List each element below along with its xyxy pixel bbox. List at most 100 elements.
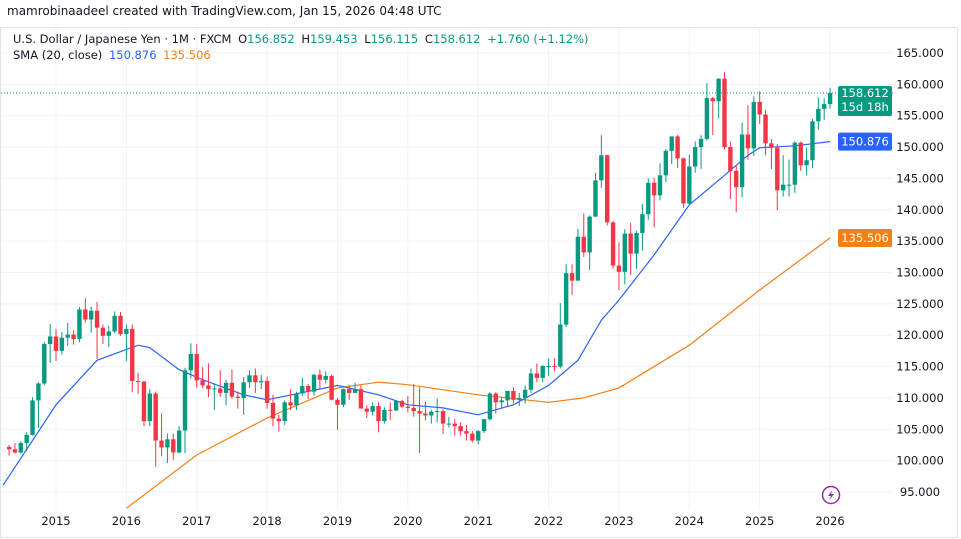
candle-down bbox=[376, 402, 381, 433]
candle-body bbox=[188, 354, 194, 371]
candle-up bbox=[716, 78, 721, 119]
candle-body bbox=[775, 147, 780, 191]
candle-body bbox=[429, 411, 434, 416]
candle-body bbox=[30, 400, 35, 435]
candle-up bbox=[634, 231, 639, 269]
candle-body bbox=[622, 233, 628, 272]
chart-credit: mamrobinaadeel created with TradingView.… bbox=[7, 4, 442, 18]
candle-body bbox=[147, 393, 153, 422]
sma1-price-tag-text: 150.876 bbox=[841, 135, 889, 149]
candle-up bbox=[481, 418, 487, 434]
candle-body bbox=[481, 419, 487, 432]
candle-body bbox=[53, 336, 59, 351]
sma-20-line bbox=[2, 141, 831, 486]
candle-down bbox=[675, 135, 680, 168]
candle-body bbox=[616, 265, 622, 272]
candle-body bbox=[405, 406, 411, 408]
candle-down bbox=[710, 96, 715, 136]
candle-down bbox=[53, 328, 59, 361]
candle-body bbox=[382, 409, 387, 422]
candle-down bbox=[569, 264, 575, 296]
candle-up bbox=[810, 118, 815, 169]
candle-body bbox=[434, 411, 440, 413]
candle-up bbox=[816, 97, 821, 130]
candle-body bbox=[734, 170, 739, 188]
x-tick-label: 2017 bbox=[182, 514, 211, 528]
candle-body bbox=[593, 180, 598, 217]
candle-up bbox=[575, 228, 581, 281]
candle-up bbox=[341, 388, 346, 408]
candle-down bbox=[6, 444, 12, 456]
candle-up bbox=[311, 374, 317, 396]
candle-body bbox=[229, 382, 235, 397]
lightning-bolt-icon[interactable] bbox=[821, 485, 841, 505]
candle-up bbox=[434, 398, 440, 423]
candle-body bbox=[335, 399, 340, 405]
candle-body bbox=[522, 389, 528, 398]
candle-body bbox=[640, 214, 645, 233]
legend-sma1-value: 150.876 bbox=[108, 48, 157, 62]
candle-down bbox=[511, 387, 516, 404]
candle-body bbox=[36, 383, 41, 401]
candle-body bbox=[827, 93, 833, 105]
legend-low-label: L bbox=[364, 32, 371, 46]
x-tick-label: 2020 bbox=[393, 514, 422, 528]
candle-body bbox=[300, 385, 305, 394]
candle-body bbox=[569, 273, 575, 281]
candle-down bbox=[94, 301, 100, 360]
candle-body bbox=[347, 389, 352, 393]
candle-body bbox=[517, 397, 522, 400]
candle-body bbox=[487, 393, 493, 420]
legend-sma-row: SMA (20, close) 150.876 135.506 bbox=[13, 47, 592, 63]
candle-body bbox=[88, 310, 94, 320]
candle-down bbox=[130, 324, 135, 393]
candle-body bbox=[100, 327, 106, 336]
candle-up bbox=[558, 303, 563, 369]
candle-body bbox=[83, 309, 88, 320]
candle-body bbox=[675, 136, 680, 159]
candle-up bbox=[522, 385, 528, 404]
candle-body bbox=[24, 434, 29, 444]
candle-body bbox=[751, 101, 757, 149]
candle-up bbox=[147, 389, 153, 427]
candle-up bbox=[517, 392, 522, 407]
candle-body bbox=[171, 439, 176, 453]
candle-body bbox=[259, 380, 264, 383]
candle-body bbox=[663, 150, 669, 176]
candle-body bbox=[77, 309, 82, 339]
y-tick-label: 105.000 bbox=[896, 422, 944, 436]
candle-body bbox=[710, 98, 715, 102]
candle-body bbox=[804, 160, 809, 166]
candle-down bbox=[171, 433, 176, 460]
candle-down bbox=[534, 363, 540, 383]
candle-body bbox=[194, 354, 199, 381]
bar-countdown-text: 15d 18h bbox=[841, 100, 889, 114]
candle-down bbox=[347, 384, 352, 400]
candle-body bbox=[792, 142, 798, 185]
candle-body bbox=[704, 98, 710, 139]
candle-body bbox=[341, 389, 346, 405]
candle-body bbox=[446, 423, 452, 425]
legend-symbol[interactable]: U.S. Dollar / Japanese Yen · 1M · FXCM bbox=[13, 32, 232, 46]
candle-down bbox=[288, 389, 293, 410]
candle-body bbox=[288, 402, 293, 406]
candle-up bbox=[24, 432, 29, 452]
candle-body bbox=[311, 374, 317, 392]
candle-body bbox=[505, 391, 510, 401]
candle-up bbox=[804, 147, 809, 176]
candle-down bbox=[153, 391, 158, 467]
candle-body bbox=[634, 232, 639, 254]
candle-body bbox=[610, 222, 616, 266]
candle-down bbox=[681, 157, 686, 208]
last-price-tag-text: 158.612 bbox=[841, 86, 889, 100]
candle-up bbox=[223, 379, 229, 406]
x-tick-label: 2021 bbox=[464, 514, 493, 528]
candle-down bbox=[305, 384, 311, 400]
candle-body bbox=[217, 388, 223, 393]
candle-down bbox=[734, 164, 739, 213]
legend-sma-label[interactable]: SMA (20, close) bbox=[13, 48, 103, 62]
candle-body bbox=[546, 365, 551, 367]
candle-down bbox=[423, 401, 428, 421]
candle-down bbox=[141, 380, 147, 427]
